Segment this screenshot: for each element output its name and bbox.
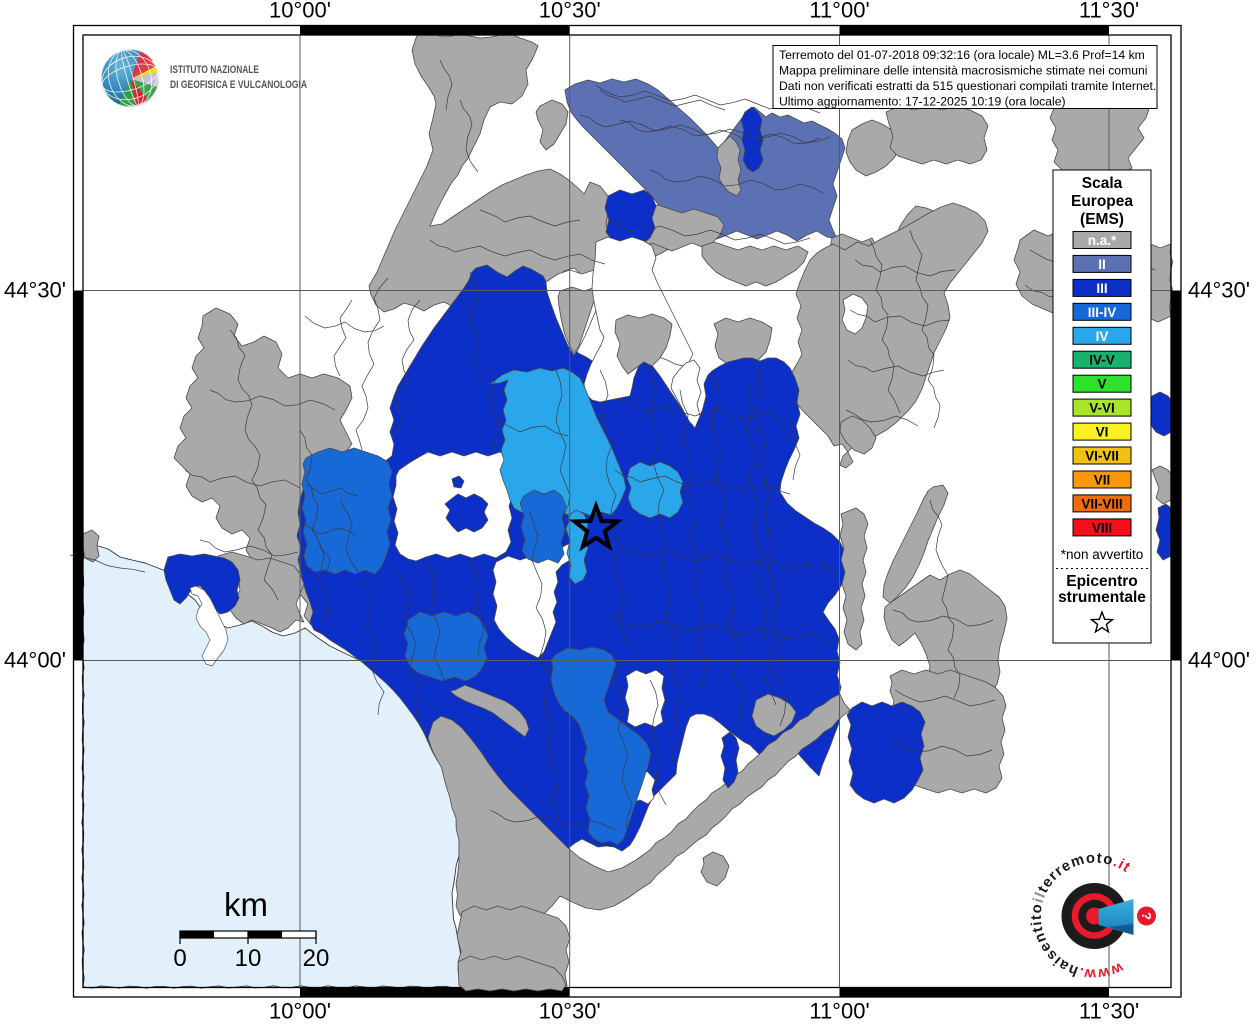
svg-text:11°30': 11°30' (1079, 0, 1139, 23)
svg-text:DI GEOFISICA E VULCANOLOGIA: DI GEOFISICA E VULCANOLOGIA (170, 79, 307, 91)
svg-text:11°00': 11°00' (809, 0, 869, 23)
svg-text:*non avvertito: *non avvertito (1061, 547, 1144, 562)
svg-text:IV: IV (1096, 329, 1109, 344)
svg-text:10°00': 10°00' (269, 999, 331, 1024)
svg-text:?: ? (1139, 912, 1154, 920)
svg-text:10: 10 (235, 945, 262, 972)
svg-text:44°30': 44°30' (4, 278, 66, 303)
svg-text:VII-VIII: VII-VIII (1081, 496, 1122, 511)
svg-text:Mappa preliminare delle intens: Mappa preliminare delle intensità macros… (779, 64, 1148, 78)
svg-text:n.a.*: n.a.* (1088, 233, 1117, 248)
svg-text:Dati non verificati estratti d: Dati non verificati estratti da 515 ques… (779, 79, 1156, 93)
svg-text:strumentale: strumentale (1058, 589, 1146, 606)
svg-text:VI-VII: VI-VII (1085, 449, 1119, 464)
svg-text:ISTITUTO NAZIONALE: ISTITUTO NAZIONALE (170, 64, 259, 76)
svg-text:11°00': 11°00' (809, 999, 869, 1024)
svg-text:44°00': 44°00' (1188, 648, 1250, 673)
svg-text:20: 20 (303, 945, 330, 972)
svg-text:Ultimo aggiornamento: 17-12-20: Ultimo aggiornamento: 17-12-2025 10:19 (… (779, 95, 1066, 109)
svg-text:44°30': 44°30' (1188, 278, 1250, 303)
svg-text:II: II (1098, 257, 1106, 272)
svg-text:44°00': 44°00' (4, 648, 66, 673)
svg-text:VI: VI (1096, 425, 1109, 440)
svg-text:VII: VII (1094, 473, 1111, 488)
svg-text:Epicentro: Epicentro (1066, 573, 1137, 590)
svg-text:V-VI: V-VI (1089, 401, 1115, 416)
svg-text:11°30': 11°30' (1079, 999, 1139, 1024)
svg-text:0: 0 (173, 945, 186, 972)
svg-text:Europea: Europea (1071, 193, 1133, 210)
svg-text:km: km (224, 886, 268, 923)
svg-text:Scala: Scala (1082, 175, 1123, 192)
svg-text:(EMS): (EMS) (1080, 211, 1124, 228)
svg-text:IV-V: IV-V (1089, 353, 1115, 368)
svg-text:10°30': 10°30' (539, 0, 601, 23)
svg-text:III: III (1096, 281, 1107, 296)
svg-text:VIII: VIII (1092, 520, 1112, 535)
svg-text:Terremoto del 01-07-2018 09:32: Terremoto del 01-07-2018 09:32:16 (ora l… (779, 48, 1145, 62)
svg-text:III-IV: III-IV (1088, 305, 1117, 320)
svg-text:V: V (1097, 377, 1106, 392)
svg-text:10°30': 10°30' (539, 999, 601, 1024)
svg-text:10°00': 10°00' (269, 0, 331, 23)
